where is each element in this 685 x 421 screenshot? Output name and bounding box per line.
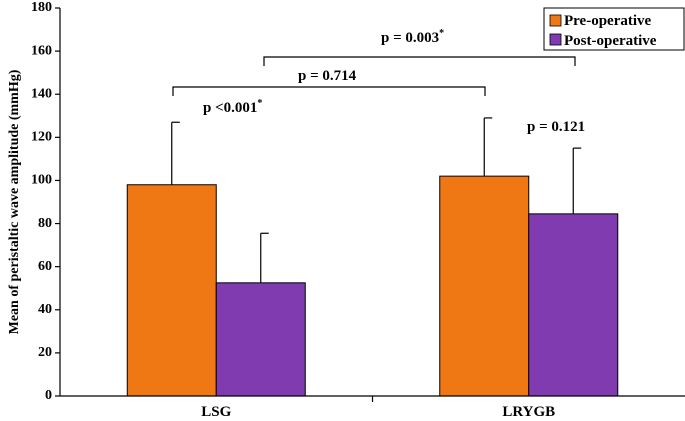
bracket-lsg-pre-vs-lrygb-pre — [172, 86, 486, 96]
p-value-post-label: p = 0.003 — [381, 30, 439, 46]
y-tick-label: 100 — [31, 173, 52, 188]
x-category-label: LRYGB — [502, 404, 555, 420]
p-value-pre-label: p = 0.714 — [298, 68, 357, 84]
legend-swatch-pre — [549, 14, 562, 27]
legend-label-pre: Pre-operative — [564, 13, 652, 29]
legend-swatch-post — [549, 33, 562, 46]
bracket-lsg-post-vs-lrygb-post — [263, 56, 576, 66]
y-tick-label: 80 — [38, 216, 52, 231]
significance-annotations: p <0.001* p = 0.714 p = 0.003* p = 0.121 — [172, 28, 585, 135]
y-ticks: 0 20 40 60 80 100 120 140 160 180 — [31, 0, 60, 403]
legend-label-post: Post-operative — [564, 33, 657, 49]
x-category-label: LSG — [201, 404, 231, 420]
legend-box — [543, 7, 685, 51]
p-value-post-comparison: p = 0.003* — [381, 28, 444, 46]
bar-lsg-pre — [126, 184, 217, 397]
y-axis-title: Mean of peristaltic wave amplitude (mmHg… — [7, 69, 22, 334]
y-tick-label: 180 — [31, 0, 52, 15]
y-tick-label: 60 — [38, 259, 52, 274]
y-tick-label: 40 — [38, 302, 52, 317]
p-value-post-sup: * — [439, 28, 444, 39]
y-tick-label: 0 — [45, 388, 52, 403]
bar-lsg-post — [215, 282, 306, 397]
y-tick-label: 140 — [31, 86, 52, 101]
p-value-lsg-sup: * — [257, 98, 262, 109]
y-tick-label: 20 — [38, 345, 52, 360]
bar-lrygb-pre — [439, 175, 530, 397]
p-value-lsg-label: p <0.001 — [203, 100, 257, 116]
bars — [126, 175, 619, 397]
legend: Pre-operative Post-operative — [543, 7, 685, 51]
y-tick-label: 160 — [31, 43, 52, 58]
p-value-lsg: p <0.001* — [203, 98, 262, 116]
p-value-pre-comparison: p = 0.714 — [298, 68, 357, 84]
p-value-lrygb-label: p = 0.121 — [527, 119, 585, 135]
y-tick-label: 120 — [31, 130, 52, 145]
x-categories: LSG LRYGB — [201, 396, 555, 420]
bar-lrygb-post — [528, 213, 619, 397]
error-bars — [171, 117, 582, 283]
p-value-lrygb: p = 0.121 — [527, 119, 585, 135]
